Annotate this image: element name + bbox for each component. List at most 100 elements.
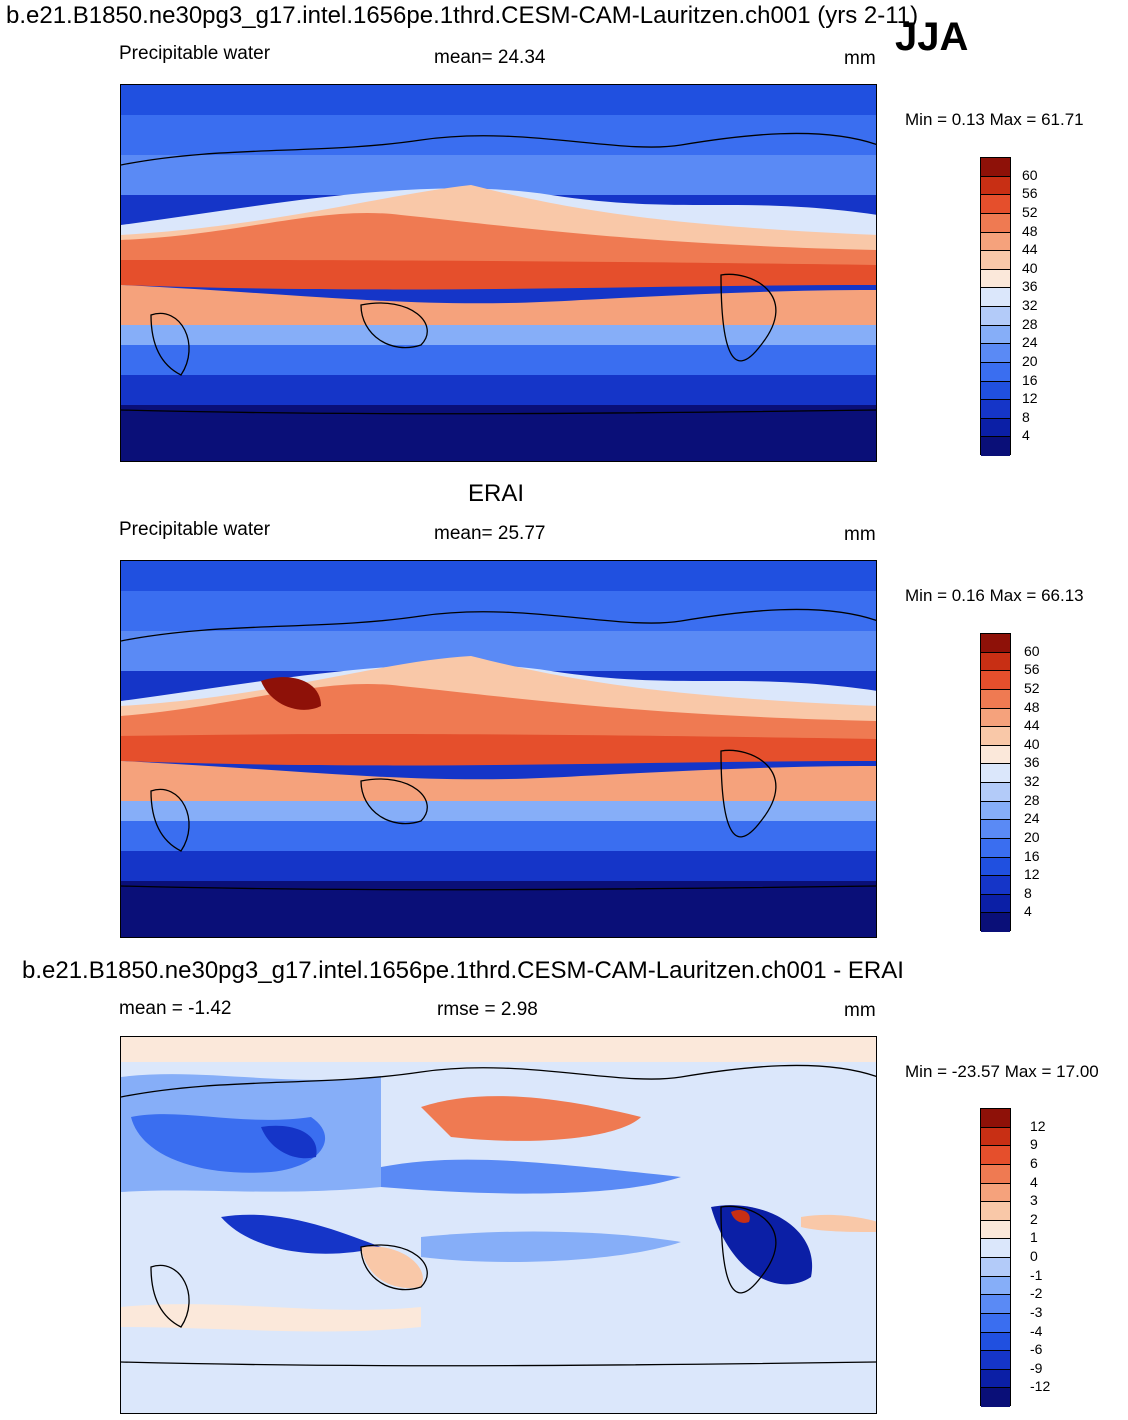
colorbar-swatch	[981, 727, 1010, 746]
colorbar-tick-label: 9	[1030, 1136, 1038, 1153]
colorbar-swatch	[981, 269, 1010, 289]
colorbar-swatch	[981, 195, 1010, 214]
colorbar-swatch	[981, 764, 1010, 783]
colorbar-tick-label: 36	[1022, 278, 1038, 295]
panel2-map	[120, 560, 877, 938]
panel3-map	[120, 1036, 877, 1414]
figure-title: b.e21.B1850.ne30pg3_g17.intel.1656pe.1th…	[6, 2, 919, 29]
colorbar-tick-label: 56	[1022, 185, 1038, 202]
colorbar-swatch	[981, 1258, 1010, 1277]
colorbar-swatch	[981, 288, 1010, 307]
panel2-units-label: mm	[844, 524, 876, 545]
colorbar-tick-label: 4	[1022, 427, 1030, 444]
colorbar-swatch	[981, 1202, 1010, 1221]
colorbar-tick-label: 1	[1030, 1229, 1038, 1246]
colorbar-tick-label: 40	[1022, 259, 1038, 276]
colorbar-tick-label: 24	[1022, 334, 1038, 351]
colorbar-swatch	[981, 801, 1010, 821]
colorbar-tick-label: 36	[1024, 754, 1040, 771]
colorbar-swatch	[981, 913, 1010, 932]
colorbar-tick-label: 2	[1030, 1210, 1038, 1227]
colorbar-tick-label: 4	[1024, 903, 1032, 920]
colorbar-tick-label: 16	[1022, 371, 1038, 388]
colorbar-tick-label: 28	[1024, 791, 1040, 808]
colorbar-swatch	[981, 1369, 1010, 1389]
colorbar-swatch	[981, 418, 1010, 438]
colorbar-swatch	[981, 307, 1010, 326]
colorbar-swatch	[981, 232, 1010, 252]
panel3-units-label: mm	[844, 1000, 876, 1021]
colorbar-swatch	[981, 362, 1010, 382]
colorbar-tick-label: 3	[1030, 1192, 1038, 1209]
colorbar-swatch	[981, 783, 1010, 802]
colorbar-tick-label: 28	[1022, 315, 1038, 332]
colorbar-swatch	[981, 1146, 1010, 1165]
panel3-colorbar	[980, 1108, 1011, 1407]
colorbar-swatch	[981, 1332, 1010, 1352]
colorbar-tick-label: 44	[1024, 717, 1040, 734]
colorbar-swatch	[981, 176, 1010, 196]
colorbar-tick-label: 60	[1022, 166, 1038, 183]
colorbar-swatch	[981, 857, 1010, 877]
colorbar-tick-label: 20	[1022, 352, 1038, 369]
colorbar-tick-label: 44	[1022, 241, 1038, 258]
colorbar-swatch	[981, 708, 1010, 728]
colorbar-swatch	[981, 1164, 1010, 1184]
colorbar-tick-label: 60	[1024, 642, 1040, 659]
colorbar-swatch	[981, 671, 1010, 690]
colorbar-swatch	[981, 1295, 1010, 1314]
colorbar-swatch	[981, 1276, 1010, 1296]
colorbar-swatch	[981, 400, 1010, 419]
colorbar-swatch	[981, 820, 1010, 839]
colorbar-tick-label: 52	[1024, 679, 1040, 696]
colorbar-tick-label: 40	[1024, 735, 1040, 752]
colorbar-tick-label: 24	[1024, 810, 1040, 827]
colorbar-tick-label: 0	[1030, 1248, 1038, 1264]
colorbar-tick-label: 8	[1022, 408, 1030, 425]
colorbar-tick-label: 6	[1030, 1154, 1038, 1171]
colorbar-tick-label: -2	[1030, 1285, 1043, 1302]
panel3-minmax: Min = -23.57 Max = 17.00	[905, 1062, 1099, 1081]
panel2-variable-label: Precipitable water	[119, 519, 271, 540]
colorbar-swatch	[981, 344, 1010, 363]
colorbar-tick-label: -12	[1030, 1378, 1051, 1395]
colorbar-tick-label: -1	[1030, 1266, 1043, 1283]
colorbar-swatch	[981, 876, 1010, 895]
colorbar-tick-label: 20	[1024, 828, 1040, 845]
panel3-field	[121, 1037, 876, 1413]
colorbar-tick-label: 12	[1022, 390, 1038, 407]
season-label: JJA	[895, 15, 969, 59]
colorbar-swatch	[981, 634, 1010, 653]
panel2-mean-label: mean= 25.77	[434, 523, 546, 544]
colorbar-swatch	[981, 325, 1010, 345]
colorbar-swatch	[981, 1239, 1010, 1258]
colorbar-swatch	[981, 1127, 1010, 1147]
panel2-minmax: Min = 0.16 Max = 66.13	[905, 586, 1084, 605]
colorbar-swatch	[981, 1313, 1010, 1333]
colorbar-tick-label: -4	[1030, 1322, 1043, 1339]
colorbar-swatch	[981, 437, 1010, 456]
colorbar-tick-label: -3	[1030, 1303, 1043, 1320]
colorbar-swatch	[981, 213, 1010, 233]
colorbar-swatch	[981, 251, 1010, 270]
colorbar-tick-label: 16	[1024, 847, 1040, 864]
panel1-map	[120, 84, 877, 462]
colorbar-tick-label: 48	[1022, 222, 1038, 239]
panel2-colorbar	[980, 633, 1011, 932]
panel3-mean-label: mean = -1.42	[119, 998, 232, 1019]
panel1-variable-label: Precipitable water	[119, 43, 271, 64]
colorbar-tick-label: -6	[1030, 1341, 1043, 1358]
colorbar-tick-label: 48	[1024, 698, 1040, 715]
colorbar-swatch	[981, 158, 1010, 177]
colorbar-swatch	[981, 745, 1010, 765]
panel2-title: ERAI	[468, 480, 525, 507]
colorbar-swatch	[981, 689, 1010, 709]
colorbar-tick-label: -9	[1030, 1359, 1043, 1376]
colorbar-swatch	[981, 1388, 1010, 1407]
colorbar-swatch	[981, 838, 1010, 858]
colorbar-swatch	[981, 381, 1010, 401]
colorbar-swatch	[981, 652, 1010, 672]
colorbar-tick-label: 8	[1024, 884, 1032, 901]
panel1-mean-label: mean= 24.34	[434, 47, 546, 68]
panel3-title: b.e21.B1850.ne30pg3_g17.intel.1656pe.1th…	[22, 957, 904, 984]
